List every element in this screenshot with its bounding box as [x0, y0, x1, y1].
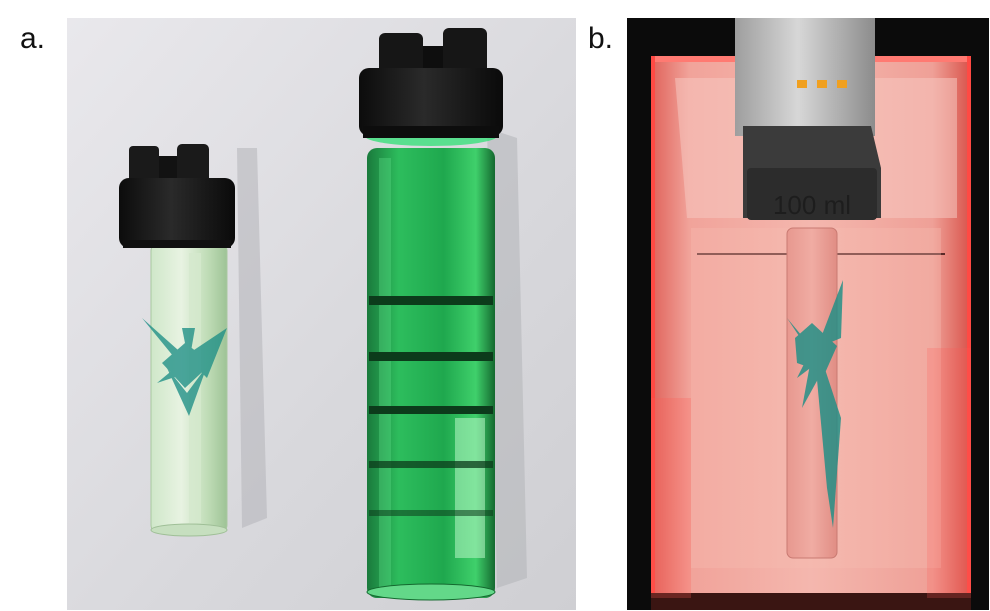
beaker-volume-marking: 100 ml	[773, 190, 851, 220]
laser-glow-right	[927, 348, 971, 598]
immersed-tube-star-pattern	[787, 280, 843, 528]
laser-glow-left	[651, 398, 691, 598]
panel-a-label: a.	[20, 22, 46, 55]
small-tube-shadow	[237, 148, 267, 528]
tube-holder	[735, 18, 881, 220]
small-dosimeter-tube	[142, 242, 228, 537]
panel-b-label: b.	[588, 22, 614, 55]
immersed-dosimeter-tube	[786, 227, 843, 559]
large-tube-cap	[359, 28, 503, 146]
large-tube-shadow	[487, 128, 527, 588]
large-tube-dose-bands	[369, 296, 493, 516]
small-tube-cap	[119, 144, 235, 248]
panel-a-photo	[67, 18, 576, 610]
small-tube-star-pattern	[142, 318, 227, 416]
large-dosimeter-tube	[366, 148, 496, 601]
panel-b-photo: 100 ml	[627, 18, 989, 610]
